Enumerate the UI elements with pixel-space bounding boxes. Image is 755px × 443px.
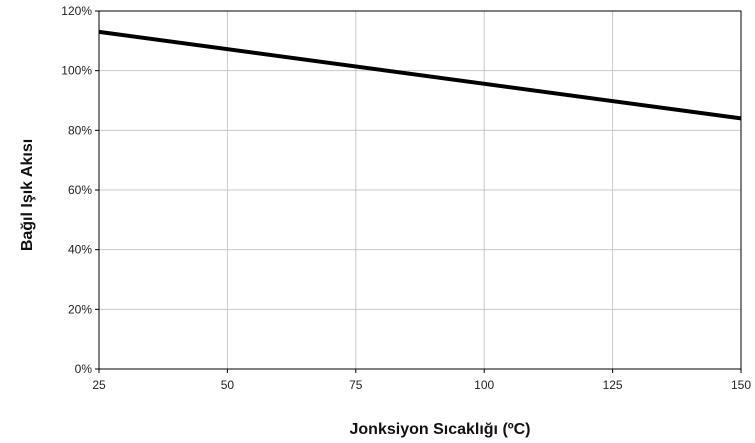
x-tick-label: 100 <box>474 378 494 392</box>
y-tick-label: 80% <box>68 123 92 137</box>
y-tick-label: 120% <box>61 4 92 18</box>
x-tick-label: 25 <box>92 378 106 392</box>
x-tick-label: 150 <box>731 378 751 392</box>
x-axis-ticks: 25 50 75 100 125 150 <box>92 369 751 392</box>
y-tick-label: 40% <box>68 243 92 257</box>
y-axis-title: Bağıl Işık Akısı <box>19 139 36 251</box>
y-tick-label: 0% <box>75 362 93 376</box>
x-axis-title: Jonksiyon Sıcaklığı (ºC) <box>350 421 531 438</box>
grid-lines <box>98 10 742 370</box>
y-axis-ticks: 0% 20% 40% 60% 80% 100% 120% <box>61 4 99 376</box>
series-line <box>98 29 742 121</box>
y-tick-label: 60% <box>68 183 92 197</box>
y-tick-label: 100% <box>61 64 92 78</box>
x-tick-label: 50 <box>221 378 235 392</box>
series-group <box>98 29 742 121</box>
x-tick-label: 75 <box>349 378 363 392</box>
x-tick-label: 125 <box>603 378 623 392</box>
y-tick-label: 20% <box>68 302 92 316</box>
